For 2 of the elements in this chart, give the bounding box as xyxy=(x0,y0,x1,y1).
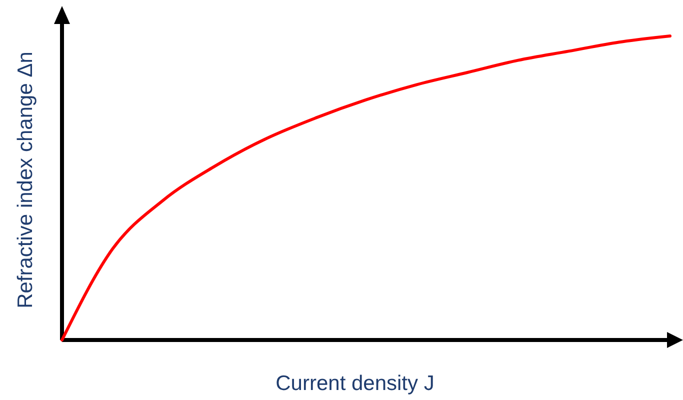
y-axis-title: Refractive index change Δn xyxy=(14,52,37,308)
x-axis-title: Current density J xyxy=(276,372,434,395)
